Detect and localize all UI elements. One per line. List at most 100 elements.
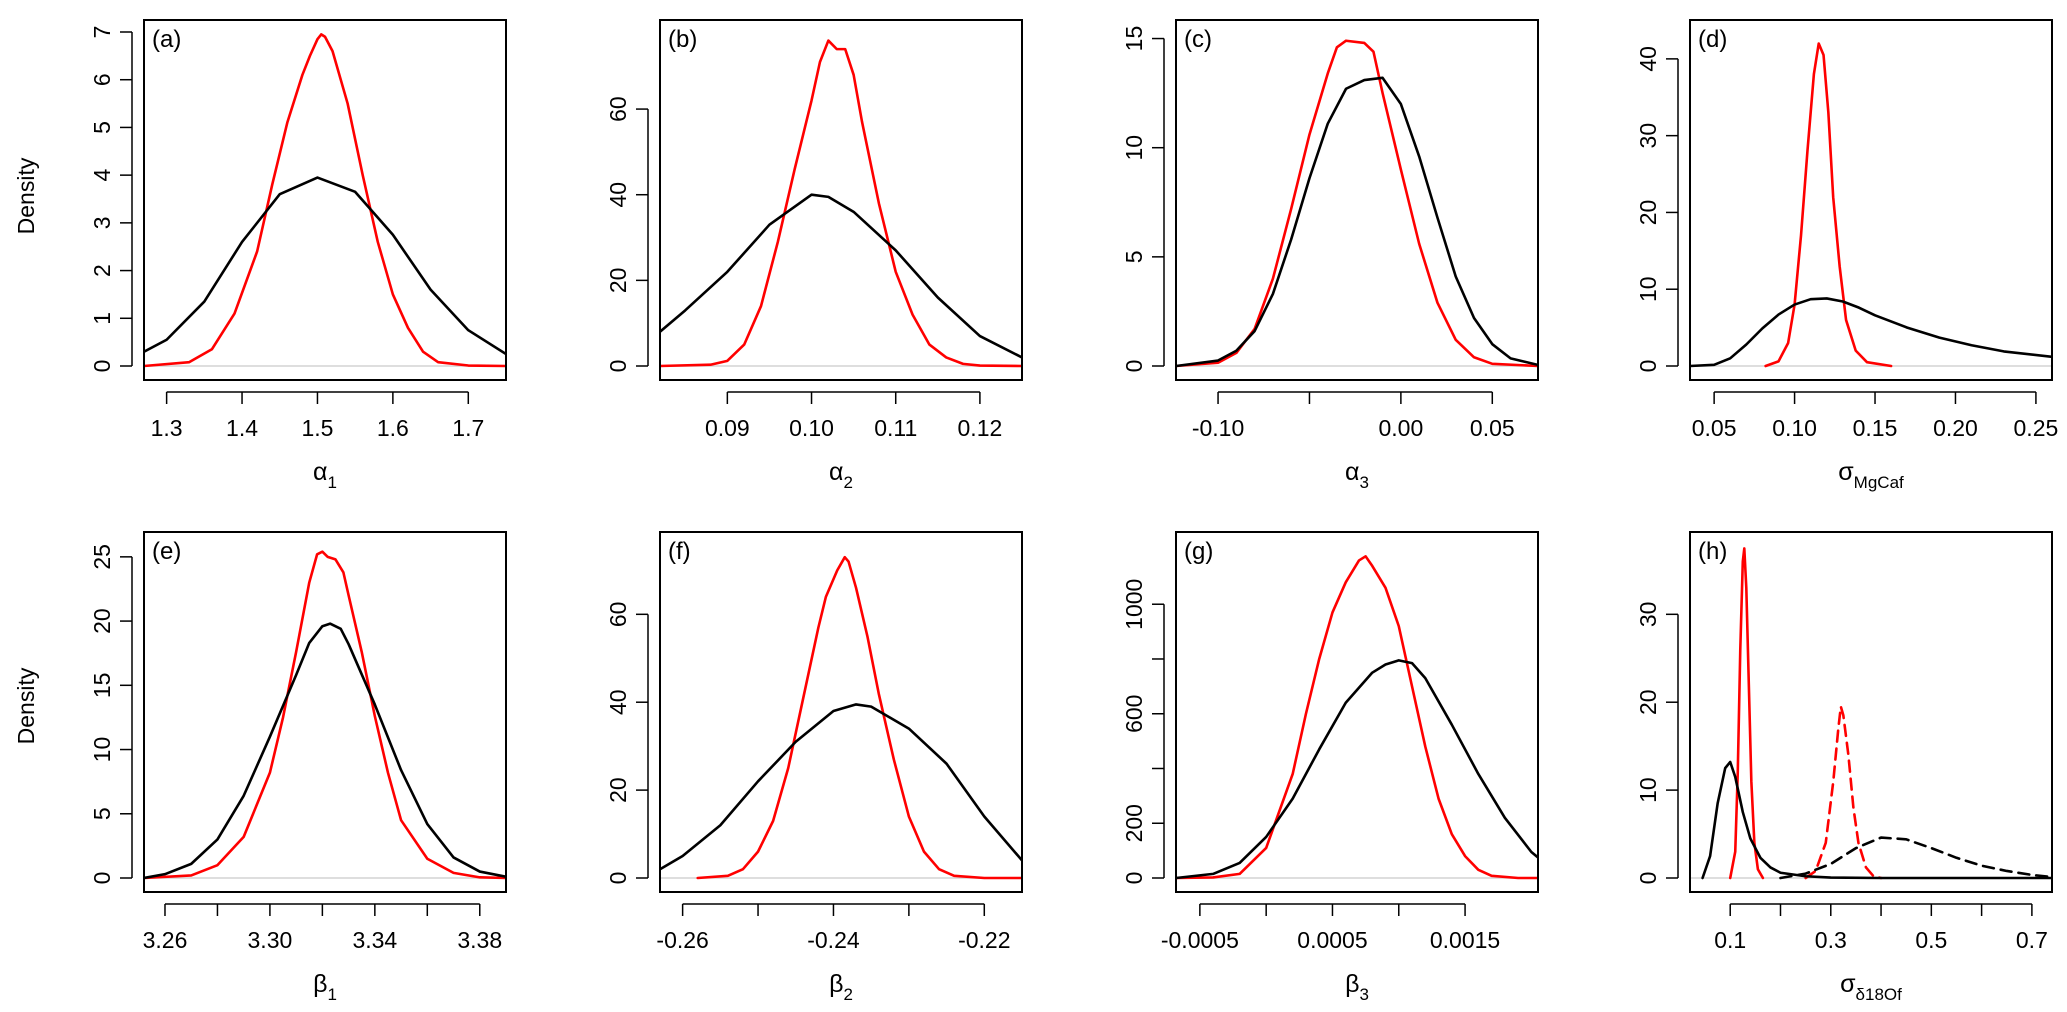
x-axis-label: σδ18Of (1840, 970, 1902, 1004)
x-axis-label-subscript: δ18Of (1856, 985, 1903, 1004)
posterior-curve (1176, 39, 1538, 368)
y-axis: 0 1 2 3 4 5 6 7 (89, 26, 133, 373)
y-tick-label: 20 (1635, 200, 1661, 226)
prior-curve (1701, 760, 2052, 880)
panel-tag: (e) (152, 538, 181, 565)
y-tick-label: 0 (89, 872, 115, 885)
y-tick-label: 10 (1635, 777, 1661, 803)
prior-curve (1176, 659, 1538, 880)
y-tick-label: 20 (89, 608, 115, 634)
x-tick-label: 0.12 (958, 415, 1003, 441)
x-tick-label: 3.38 (457, 927, 502, 953)
x-axis-label-main: α (829, 458, 843, 486)
x-axis: -0.10 0.00 0.05 (1192, 391, 1515, 441)
y-tick-label: 5 (1121, 250, 1147, 263)
y-tick-label: 0 (1121, 360, 1147, 373)
x-tick-label: -0.24 (807, 927, 860, 953)
x-axis-label-subscript: 1 (327, 985, 336, 1004)
y-tick-label: 25 (89, 544, 115, 570)
y-tick-label: 60 (605, 602, 631, 628)
x-axis-label-subscript: 1 (327, 473, 336, 492)
panel-tag: (f) (668, 538, 691, 565)
x-tick-label: -0.10 (1192, 415, 1244, 441)
y-tick-label: 7 (89, 26, 115, 39)
y-tick-label: 0 (1635, 360, 1661, 373)
x-axis: 0.1 0.3 0.5 0.7 (1714, 903, 2048, 953)
plot-frame (1689, 531, 2053, 893)
y-tick-label: 10 (89, 737, 115, 763)
panel-tag: (a) (152, 26, 181, 53)
x-tick-label: 0.20 (1933, 415, 1978, 441)
y-tick-label: 3 (89, 216, 115, 229)
x-tick-label: 3.34 (352, 927, 397, 953)
plot-frame (143, 19, 507, 381)
panel-tag: (g) (1184, 538, 1213, 565)
x-axis-label-subscript: 2 (843, 985, 852, 1004)
posterior-curve (144, 33, 506, 368)
x-axis-label: β2 (829, 970, 853, 1004)
x-axis-label-subscript: 3 (1359, 473, 1368, 492)
y-tick-label: 1 (89, 312, 115, 325)
y-tick-label: 6 (89, 73, 115, 86)
x-tick-label: 0.00 (1378, 415, 1423, 441)
y-tick-label: 0 (89, 360, 115, 373)
x-tick-label: 0.5 (1915, 927, 1947, 953)
prior-curve (1176, 76, 1538, 368)
y-tick-label: 600 (1121, 695, 1147, 733)
dashed-posterior-second-curve (1804, 705, 1883, 880)
x-axis-label: α3 (1345, 458, 1369, 492)
x-tick-label: 0.1 (1714, 927, 1746, 953)
x-tick-label: -0.26 (656, 927, 708, 953)
x-tick-label: 1.5 (301, 415, 333, 441)
x-axis-label: α1 (313, 458, 337, 492)
y-tick-label: 60 (605, 96, 631, 122)
x-axis-label-main: α (313, 458, 327, 486)
posterior-curve (660, 39, 1022, 368)
prior-curve (144, 176, 506, 356)
y-tick-label: 40 (605, 689, 631, 715)
y-tick-label: 10 (1121, 135, 1147, 161)
panel-d: (d) 0.05 0.10 0.15 0.20 0.25 0 10 20 30 40 σMgCaf (1635, 19, 2058, 492)
x-tick-label: 0.15 (1853, 415, 1898, 441)
x-axis: 3.26 3.30 3.34 3.38 (143, 903, 502, 953)
y-tick-label: 4 (89, 169, 115, 182)
y-tick-label: 15 (1121, 26, 1147, 52)
x-axis-label-main: β (313, 970, 327, 998)
y-axis: 0 20 40 60 (605, 96, 649, 373)
x-tick-label: 0.10 (1772, 415, 1817, 441)
x-axis-label-subscript: MgCaf (1854, 473, 1904, 492)
y-axis-label-bottom: Density (13, 667, 39, 744)
x-tick-label: 0.7 (2016, 927, 2048, 953)
plot-frame (659, 19, 1023, 381)
x-axis-label: β3 (1345, 970, 1369, 1004)
x-tick-label: -0.22 (958, 927, 1010, 953)
y-tick-label: 0 (1121, 872, 1147, 885)
y-axis: 0 5 10 15 20 25 (89, 544, 133, 885)
plot-frame (1689, 19, 2053, 381)
panel-e: (e) 3.26 3.30 3.34 3.38 0 5 10 15 20 25 β1 (89, 531, 507, 1004)
panel-h: (h) 0.1 0.3 0.5 0.7 0 10 20 30 σδ18Of (1635, 531, 2053, 1004)
x-axis: 0.05 0.10 0.15 0.20 0.25 (1692, 391, 2058, 441)
y-tick-label: 5 (89, 121, 115, 134)
x-tick-label: 0.3 (1815, 927, 1847, 953)
x-axis-label-subscript: 3 (1359, 985, 1368, 1004)
plot-frame (143, 531, 507, 893)
x-tick-label: 0.09 (705, 415, 750, 441)
posterior-curve (144, 550, 506, 880)
y-tick-label: 20 (605, 777, 631, 803)
posterior-curve (1176, 555, 1538, 880)
x-tick-label: 0.0005 (1297, 927, 1367, 953)
x-tick-label: 1.6 (377, 415, 409, 441)
posterior-curve (696, 555, 1022, 880)
panel-tag: (h) (1698, 538, 1727, 565)
y-axis: 0 5 10 15 (1121, 26, 1165, 373)
y-tick-label: 30 (1635, 123, 1661, 149)
x-tick-label: 3.30 (248, 927, 293, 953)
y-tick-label: 2 (89, 264, 115, 277)
prior-curve (144, 622, 506, 880)
x-tick-label: 1.4 (226, 415, 258, 441)
x-axis: 1.3 1.4 1.5 1.6 1.7 (151, 391, 484, 441)
y-tick-label: 0 (605, 360, 631, 373)
y-tick-label: 5 (89, 807, 115, 820)
